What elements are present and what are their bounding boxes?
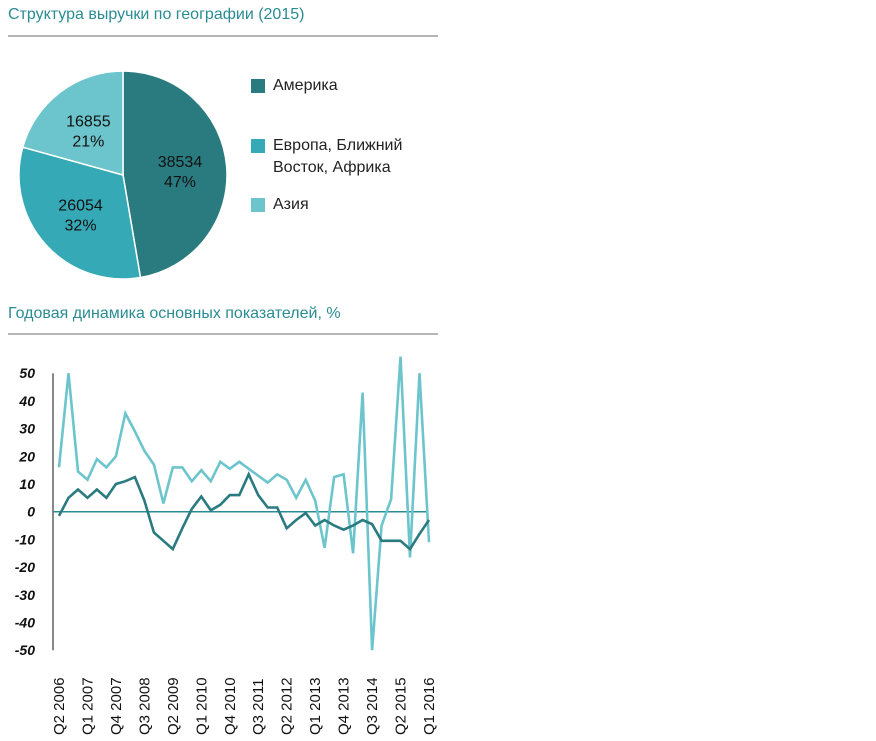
x-tick-label: Q1 2016 — [421, 677, 438, 735]
pie-slice — [18, 146, 142, 280]
y-tick-label: -20 — [15, 559, 35, 575]
pie-chart: 38534 47% 26054 32% 16855 21% — [18, 70, 228, 280]
x-tick-label: Q3 2008 — [136, 677, 153, 735]
x-tick-label: Q3 2011 — [250, 679, 267, 735]
legend-item-asia: Азия — [251, 194, 309, 216]
pie-percent-label: 47% — [164, 174, 196, 191]
legend-label: Америка — [273, 77, 338, 94]
x-tick-label: Q4 2010 — [222, 677, 239, 735]
y-tick-label: 30 — [19, 421, 35, 437]
title-divider — [8, 333, 438, 335]
title-divider — [8, 35, 438, 37]
x-tick-label: Q2 2015 — [393, 677, 410, 735]
pie-value-label: 38534 — [158, 154, 203, 171]
x-tick-label: Q1 2007 — [79, 677, 96, 735]
y-tick-label: 50 — [19, 365, 35, 381]
x-tick-label: Q2 2006 — [51, 677, 68, 735]
y-tick-label: -30 — [15, 587, 35, 603]
x-tick-label: Q3 2014 — [364, 677, 381, 735]
pie-percent-label: 21% — [72, 133, 104, 150]
pie-chart-title: Структура выручки по географии (2015) — [8, 6, 305, 23]
line-chart: 50 40 30 20 10 0 -10 -20 -30 -40 -50 Q2 2006 Q1 2007… — [15, 356, 438, 735]
legend-swatch-america — [251, 79, 265, 93]
y-tick-label: -50 — [15, 642, 35, 658]
x-tick-label: Q4 2007 — [108, 677, 125, 735]
pie-value-label: 26054 — [58, 197, 103, 214]
legend-item-emea: Европа, Ближний Восток, Африка — [251, 135, 402, 179]
pie-slice — [122, 70, 228, 279]
x-tick-label: Q2 2012 — [279, 677, 296, 735]
y-tick-label: -40 — [15, 615, 35, 631]
legend-label: Европа, Ближний — [273, 137, 403, 154]
series-line-dark — [57, 471, 431, 552]
x-tick-label: Q1 2010 — [193, 677, 210, 735]
legend-label: Восток, Африка — [273, 159, 391, 176]
line-chart-title: Годовая динамика основных показателей, % — [8, 305, 341, 322]
legend-item-america: Америка — [251, 75, 338, 97]
y-tick-label: 10 — [19, 476, 35, 492]
series-line-light — [57, 356, 431, 651]
y-tick-label: 0 — [27, 504, 35, 520]
y-tick-label: -10 — [15, 531, 35, 547]
pie-value-label: 16855 — [66, 113, 111, 130]
legend-label: Азия — [273, 196, 309, 213]
y-tick-label: 40 — [18, 393, 35, 409]
x-tick-label: Q4 2013 — [336, 677, 353, 735]
y-tick-label: 20 — [18, 448, 35, 464]
legend-swatch-asia — [251, 198, 265, 212]
pie-slice — [21, 70, 124, 176]
x-tick-label: Q2 2009 — [165, 677, 182, 735]
pie-percent-label: 32% — [65, 217, 97, 234]
legend-swatch-emea — [251, 139, 265, 153]
x-tick-label: Q1 2013 — [307, 677, 324, 735]
